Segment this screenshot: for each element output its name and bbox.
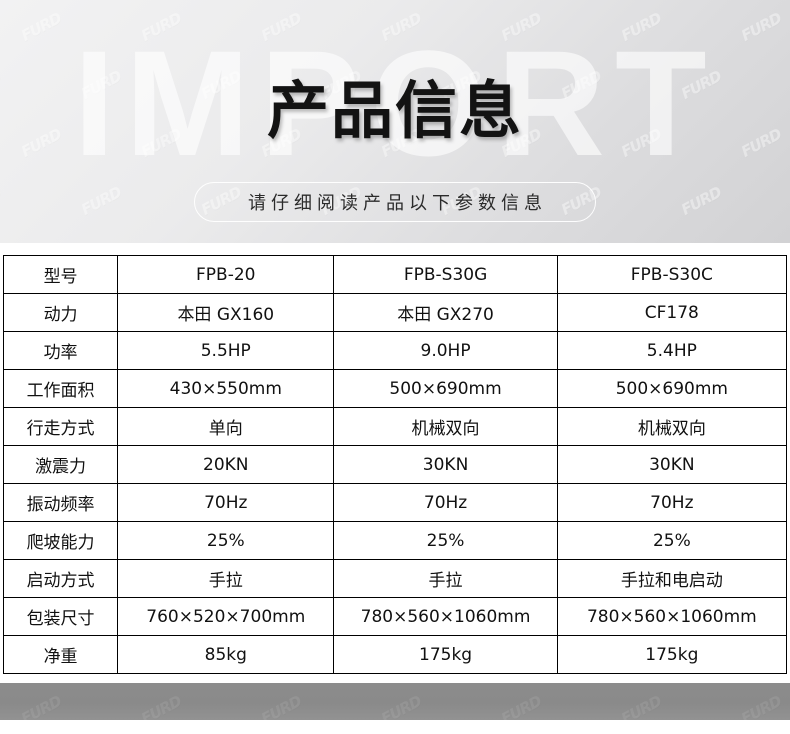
spec-value-cell: 9.0HP xyxy=(333,331,558,370)
spec-value-cell: 5.5HP xyxy=(117,331,335,370)
header-banner: FURD FURD FURD FURD FURD FURD FURD FURD FURD FURD… xyxy=(0,0,790,243)
spec-value-cell: 5.4HP xyxy=(556,331,788,370)
furd-watermark-icon: FURD xyxy=(18,241,64,243)
spec-value-cell: 30KN xyxy=(333,445,558,484)
furd-watermark-icon: FURD xyxy=(138,241,184,243)
table-row: 包装尺寸 760×520×700mm 780×560×1060mm 780×560×1… xyxy=(2,597,788,636)
spec-value-cell: 70Hz xyxy=(117,483,335,522)
spec-value-cell: 单向 xyxy=(117,407,335,446)
spec-value-cell: 机械双向 xyxy=(333,407,558,446)
spec-label-cell: 行走方式 xyxy=(2,407,119,446)
table-row: 功率 5.5HP 9.0HP 5.4HP xyxy=(2,331,788,370)
spec-value-cell: 175kg xyxy=(556,635,788,674)
spec-value-cell: 本田 GX160 xyxy=(117,293,335,332)
spec-label-cell: 动力 xyxy=(2,293,119,332)
table-row: 振动频率 70Hz 70Hz 70Hz xyxy=(2,483,788,522)
spec-label-cell: 包装尺寸 xyxy=(2,597,119,636)
spec-value-cell: 手拉和电启动 xyxy=(556,559,788,598)
spec-value-cell: 手拉 xyxy=(117,559,335,598)
spec-value-cell: 手拉 xyxy=(333,559,558,598)
furd-watermark-icon: FURD xyxy=(0,183,5,219)
spec-label-cell: 启动方式 xyxy=(2,559,119,598)
spec-value-cell: 780×560×1060mm xyxy=(556,597,788,636)
spec-value-cell: 本田 GX270 xyxy=(333,293,558,332)
furd-watermark-icon: FURD xyxy=(618,692,665,720)
furd-watermark-icon: FURD xyxy=(378,241,424,243)
bottom-gray-bar: FURDFURDFURDFURDFURDFURDFURDFURDFURDFURD… xyxy=(0,683,790,720)
table-row: 行走方式 单向 机械双向 机械双向 xyxy=(2,407,788,446)
spec-value-cell: FPB-S30G xyxy=(333,255,558,294)
furd-watermark-icon: FURD xyxy=(78,183,125,219)
subtitle-text: 请仔细阅读产品以下参数信息 xyxy=(248,193,547,214)
spec-value-cell: 30KN xyxy=(556,445,788,484)
import-watermark-text: IMPORT xyxy=(73,19,717,187)
spec-value-cell: 500×690mm xyxy=(556,369,788,408)
table-row: 工作面积 430×550mm 500×690mm 500×690mm xyxy=(2,369,788,408)
table-row: 净重 85kg 175kg 175kg xyxy=(2,635,788,674)
spec-value-cell: 25% xyxy=(117,521,335,560)
spec-value-cell: CF178 xyxy=(556,293,788,332)
furd-watermark-icon: FURD xyxy=(258,241,304,243)
spec-value-cell: 430×550mm xyxy=(117,369,335,408)
furd-watermark-icon: FURD xyxy=(498,692,545,720)
spec-value-cell: 175kg xyxy=(333,635,558,674)
spec-label-cell: 净重 xyxy=(2,635,119,674)
furd-watermark-icon: FURD xyxy=(138,692,185,720)
furd-watermark-icon: FURD xyxy=(678,183,725,219)
subtitle-pill: 请仔细阅读产品以下参数信息 xyxy=(194,182,596,222)
page-title: 产品信息 xyxy=(266,74,523,147)
furd-watermark-icon: FURD xyxy=(738,241,784,243)
spec-value-cell: 20KN xyxy=(117,445,335,484)
furd-watermark-icon: FURD xyxy=(738,692,785,720)
spec-label-cell: 功率 xyxy=(2,331,119,370)
specification-table: 型号 FPB-20 FPB-S30G FPB-S30C 动力 本田 GX160 本田 GX2… xyxy=(2,255,788,674)
spec-value-cell: FPB-20 xyxy=(117,255,335,294)
spec-value-cell: 25% xyxy=(556,521,788,560)
spec-value-cell: 25% xyxy=(333,521,558,560)
table-row: 型号 FPB-20 FPB-S30G FPB-S30C xyxy=(2,255,788,294)
spec-value-cell: 85kg xyxy=(117,635,335,674)
furd-watermark-icon: FURD xyxy=(378,692,425,720)
spec-value-cell: 760×520×700mm xyxy=(117,597,335,636)
spec-value-cell: FPB-S30C xyxy=(556,255,788,294)
furd-watermark-icon: FURD xyxy=(618,241,664,243)
bottom-bar-watermark-pattern: FURDFURDFURDFURDFURDFURDFURDFURDFURDFURD… xyxy=(0,683,790,720)
spec-label-cell: 爬坡能力 xyxy=(2,521,119,560)
spec-value-cell: 机械双向 xyxy=(556,407,788,446)
spec-value-cell: 70Hz xyxy=(333,483,558,522)
table-row: 激震力 20KN 30KN 30KN xyxy=(2,445,788,484)
spec-value-cell: 500×690mm xyxy=(333,369,558,408)
spec-value-cell: 70Hz xyxy=(556,483,788,522)
furd-watermark-icon: FURD xyxy=(18,692,65,720)
table-row: 爬坡能力 25% 25% 25% xyxy=(2,521,788,560)
furd-watermark-icon: FURD xyxy=(258,692,305,720)
spec-label-cell: 工作面积 xyxy=(2,369,119,408)
table-row: 启动方式 手拉 手拉 手拉和电启动 xyxy=(2,559,788,598)
spec-value-cell: 780×560×1060mm xyxy=(333,597,558,636)
spec-label-cell: 型号 xyxy=(2,255,119,294)
spec-label-cell: 振动频率 xyxy=(2,483,119,522)
spec-label-cell: 激震力 xyxy=(2,445,119,484)
furd-watermark-icon: FURD xyxy=(498,241,544,243)
table-row: 动力 本田 GX160 本田 GX270 CF178 xyxy=(2,293,788,332)
